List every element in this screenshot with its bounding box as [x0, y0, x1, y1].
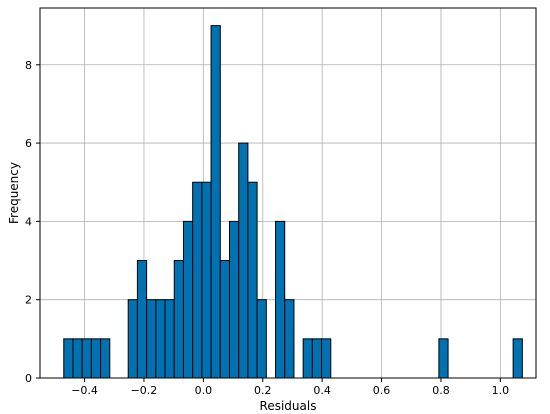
histogram-bar: [72, 338, 83, 379]
histogram-bar: [321, 338, 332, 379]
histogram-bar: [302, 338, 313, 379]
histogram-bar: [275, 220, 286, 379]
histogram-bar: [136, 260, 148, 379]
histogram-bar: [127, 299, 138, 379]
x-tick-label: −0.4: [71, 384, 98, 397]
y-axis-ticks: 0 2 4 6 8: [25, 59, 40, 385]
x-tick-label: 0.8: [432, 384, 450, 397]
histogram-bar: [182, 220, 194, 379]
histogram-bar: [247, 181, 258, 379]
histogram-bar: [512, 338, 523, 379]
histogram-bar: [63, 338, 74, 379]
histogram-bars: [63, 25, 523, 379]
grid-lines: [40, 8, 536, 379]
y-tick-label: 4: [25, 215, 32, 228]
x-tick-label: −0.2: [131, 384, 158, 397]
plot-frame: [39, 7, 537, 379]
histogram-bar: [90, 338, 102, 379]
histogram-bar: [210, 25, 221, 379]
x-tick-label: 0.2: [254, 384, 272, 397]
y-tick-label: 0: [25, 372, 32, 385]
x-tick-label: 1.0: [492, 384, 510, 397]
histogram-bar: [228, 220, 240, 379]
histogram-bar: [164, 299, 175, 379]
histogram-bar: [192, 181, 203, 379]
x-axis-label: Residuals: [260, 399, 317, 413]
histogram-bar: [100, 338, 111, 379]
histogram-bar: [284, 299, 295, 379]
histogram-bar: [146, 299, 157, 379]
y-axis-label: Frequency: [7, 162, 21, 224]
y-tick-label: 2: [25, 294, 32, 307]
y-tick-label: 6: [25, 137, 32, 150]
x-axis-ticks: −0.4 −0.2 0.0 0.2 0.4 0.6 0.8 1.0: [71, 378, 509, 397]
histogram-bar: [238, 142, 249, 379]
y-tick-label: 8: [25, 59, 32, 72]
x-tick-label: 0.4: [313, 384, 331, 397]
histogram-bar: [219, 260, 230, 379]
histogram-bar: [201, 181, 212, 379]
x-tick-label: 0.6: [373, 384, 391, 397]
histogram-bar: [438, 338, 449, 379]
histogram-bar: [173, 260, 184, 379]
x-tick-label: 0.0: [195, 384, 213, 397]
histogram-bar: [155, 299, 166, 379]
histogram-bar: [81, 338, 92, 379]
histogram-bar: [311, 338, 323, 379]
histogram-bar: [256, 299, 267, 379]
